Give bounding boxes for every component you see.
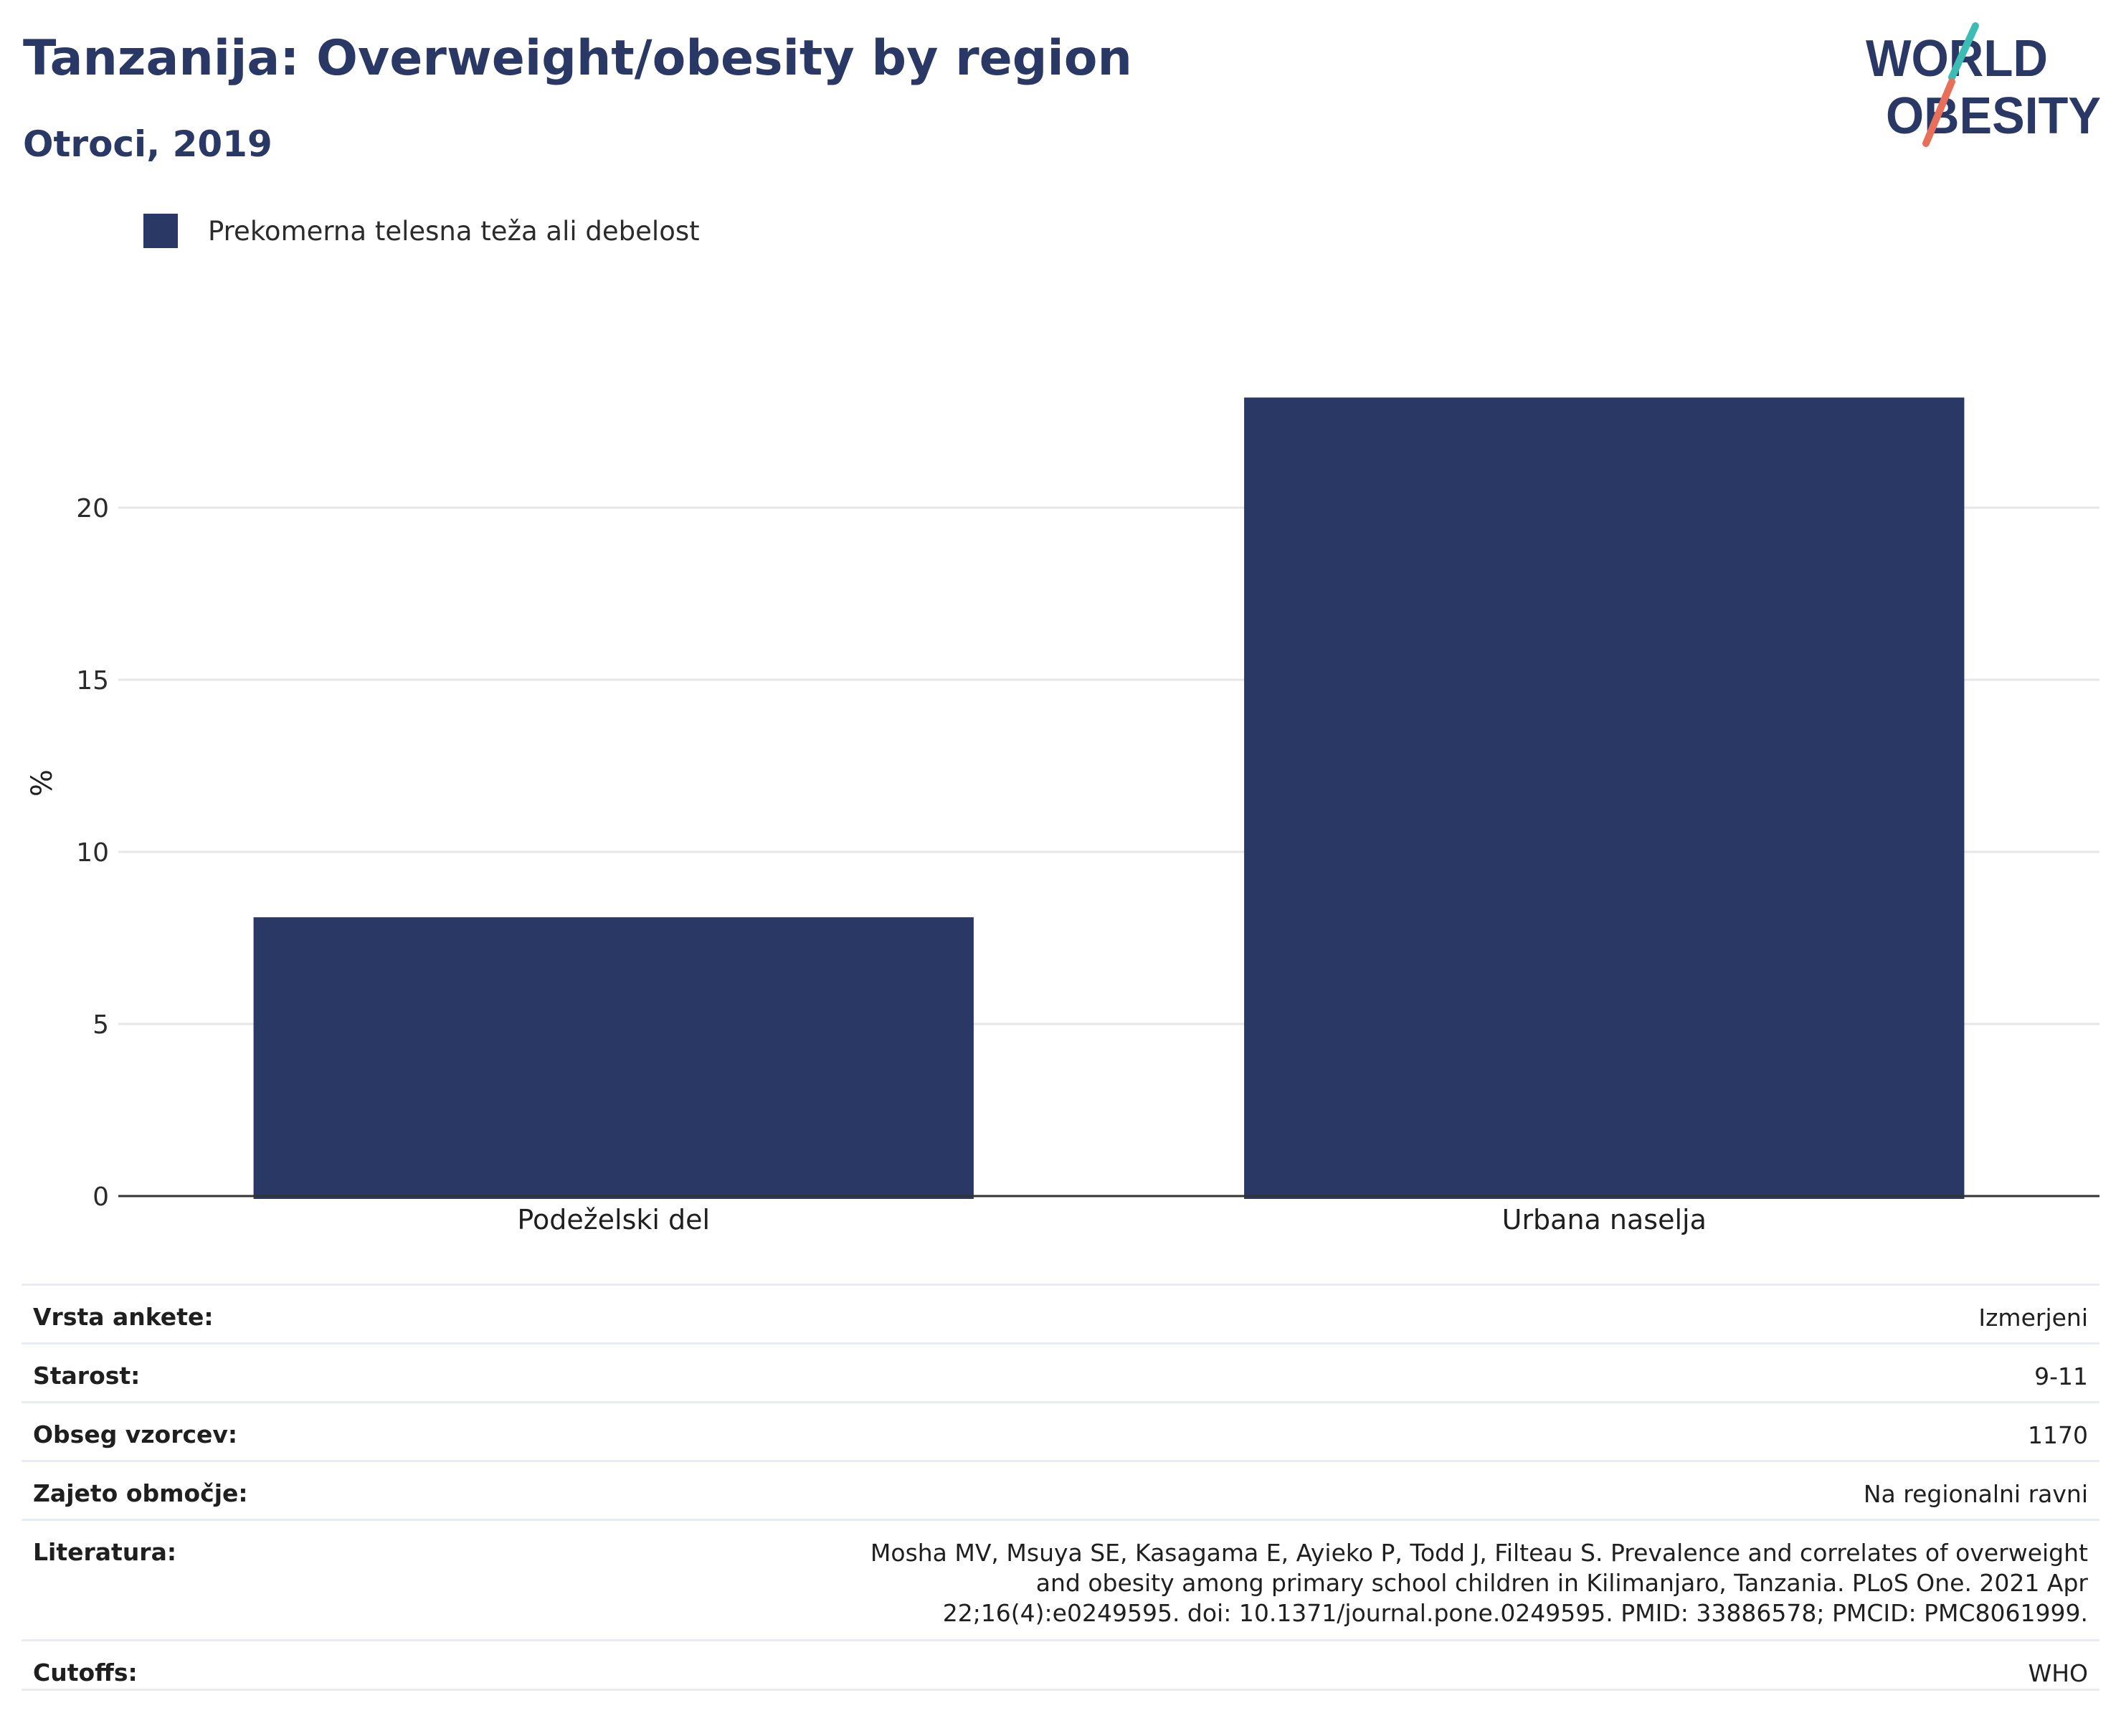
x-tick-label: Podeželski del (517, 1204, 710, 1235)
survey-info-table: Vrsta ankete: Izmerjeni Starost: 9-11 Ob… (22, 1284, 2099, 1691)
x-tick-labels: Podeželski del Urbana naselja (517, 1204, 1706, 1235)
legend-swatch (143, 214, 178, 248)
logo-slash-coral (1922, 78, 1955, 147)
logo-line-2: OBESITY (1886, 87, 2101, 145)
info-value: WHO (2028, 1659, 2088, 1687)
chart-legend: Prekomerna telesna teža ali debelost (143, 214, 700, 248)
bar (1244, 397, 1965, 1199)
info-row-survey-type: Vrsta ankete: Izmerjeni (22, 1284, 2099, 1344)
bar-chart: 0 5 10 15 20 Podeželski del Urbana naselja % (26, 397, 2099, 1235)
info-label: Starost: (33, 1362, 141, 1390)
bars (253, 397, 1965, 1199)
info-label: Literatura: (33, 1538, 177, 1566)
info-label: Zajeto območje: (33, 1479, 248, 1507)
y-tick-label: 5 (92, 1010, 109, 1040)
info-label: Obseg vzorcev: (33, 1420, 238, 1448)
info-label: Vrsta ankete: (33, 1303, 214, 1331)
bar (253, 917, 974, 1199)
info-row-cutoffs: Cutoffs: WHO (22, 1640, 2099, 1690)
info-value: Izmerjeni (1978, 1304, 2088, 1332)
info-value: 1170 (2028, 1421, 2088, 1449)
info-value: Na regionalni ravni (1863, 1480, 2088, 1508)
info-value: Mosha MV, Msuya SE, Kasagama E, Ayieko P… (870, 1539, 2088, 1627)
info-row-age: Starost: 9-11 (22, 1343, 2099, 1403)
logo-slash-teal (1948, 22, 1979, 81)
chart-title: Tanzanija: Overweight/obesity by region (23, 30, 1132, 87)
info-row-reference: Literatura: Mosha MV, Msuya SE, Kasagama… (22, 1519, 2099, 1641)
world-obesity-logo: WORLD OBESITY (1866, 22, 2101, 147)
info-value: 9-11 (2034, 1362, 2088, 1390)
y-tick-labels: 0 5 10 15 20 (76, 494, 109, 1212)
info-row-sample-size: Obseg vzorcev: 1170 (22, 1402, 2099, 1461)
y-axis-label: % (26, 769, 59, 797)
info-row-coverage: Zajeto območje: Na regionalni ravni (22, 1461, 2099, 1520)
y-tick-label: 0 (92, 1182, 109, 1212)
info-label: Cutoffs: (33, 1659, 138, 1687)
y-tick-label: 20 (76, 494, 109, 523)
x-tick-label: Urbana naselja (1502, 1204, 1707, 1235)
y-tick-label: 10 (76, 838, 109, 868)
chart-subtitle: Otroci, 2019 (23, 123, 272, 165)
y-tick-label: 15 (76, 666, 109, 696)
legend-label: Prekomerna telesna teža ali debelost (208, 215, 700, 247)
